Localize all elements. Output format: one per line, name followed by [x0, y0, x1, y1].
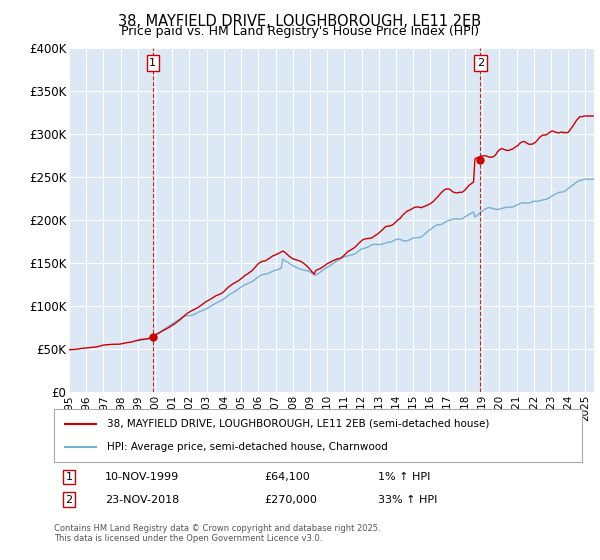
Text: 1: 1 [149, 58, 157, 68]
Text: 38, MAYFIELD DRIVE, LOUGHBOROUGH, LE11 2EB: 38, MAYFIELD DRIVE, LOUGHBOROUGH, LE11 2… [118, 14, 482, 29]
Text: 38, MAYFIELD DRIVE, LOUGHBOROUGH, LE11 2EB (semi-detached house): 38, MAYFIELD DRIVE, LOUGHBOROUGH, LE11 2… [107, 419, 489, 429]
Text: £64,100: £64,100 [264, 472, 310, 482]
Text: 1: 1 [65, 472, 73, 482]
Text: £270,000: £270,000 [264, 494, 317, 505]
Text: 10-NOV-1999: 10-NOV-1999 [105, 472, 179, 482]
Text: 2: 2 [477, 58, 484, 68]
Text: 33% ↑ HPI: 33% ↑ HPI [378, 494, 437, 505]
Text: 23-NOV-2018: 23-NOV-2018 [105, 494, 179, 505]
Text: Price paid vs. HM Land Registry's House Price Index (HPI): Price paid vs. HM Land Registry's House … [121, 25, 479, 38]
Text: Contains HM Land Registry data © Crown copyright and database right 2025.
This d: Contains HM Land Registry data © Crown c… [54, 524, 380, 543]
Text: HPI: Average price, semi-detached house, Charnwood: HPI: Average price, semi-detached house,… [107, 442, 388, 452]
Text: 1% ↑ HPI: 1% ↑ HPI [378, 472, 430, 482]
Text: 2: 2 [65, 494, 73, 505]
